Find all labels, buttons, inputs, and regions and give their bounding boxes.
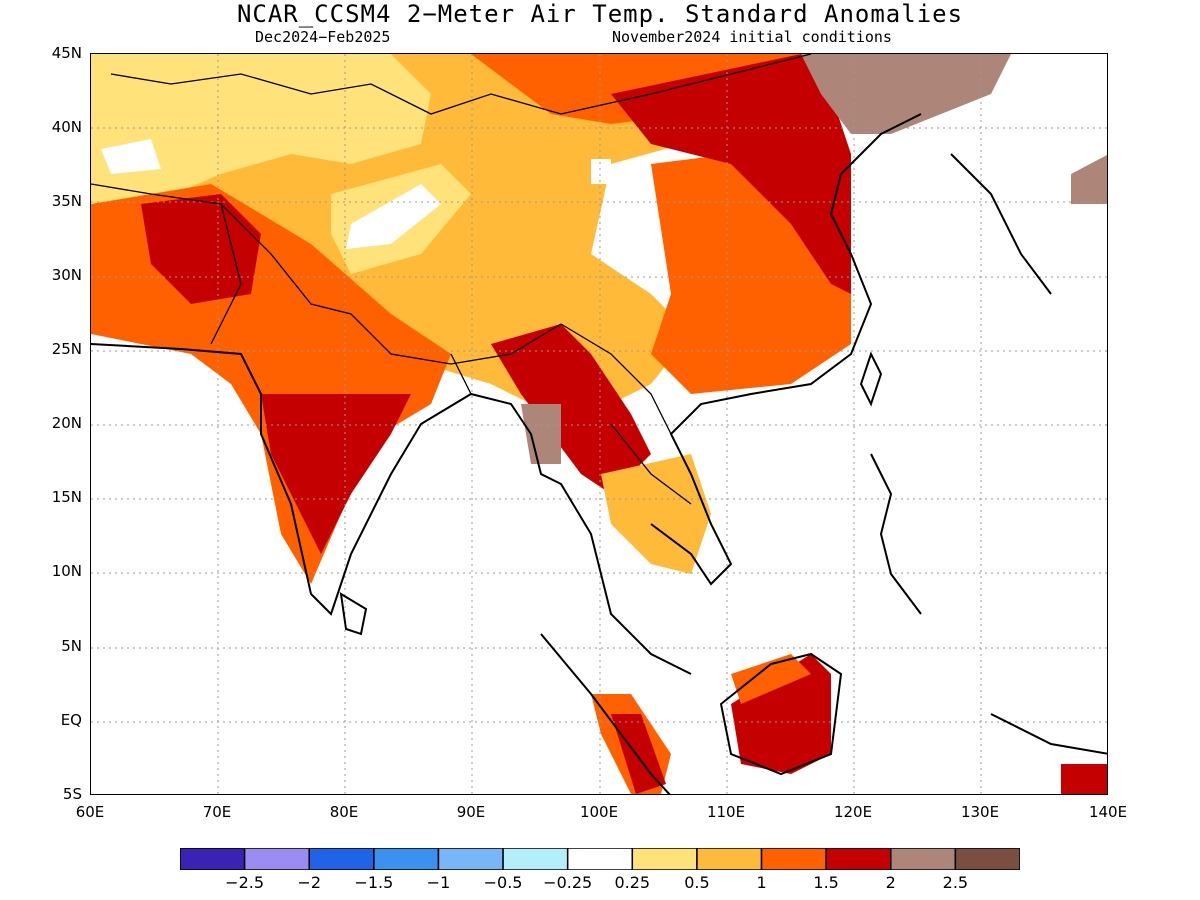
y-tick-label: 35N [51,192,82,210]
colorbar-swatch [566,848,634,870]
anomaly-region-newguinea-darkred [1061,764,1107,794]
colorbar-swatch [631,848,698,870]
neutral-patch-1 [101,139,161,174]
colorbar-swatch [437,848,504,870]
anomaly-region-myanmar-darkred [491,324,651,494]
x-tick-label: 120E [833,803,873,821]
colorbar-tick-label: −0.5 [483,873,523,892]
y-tick-label: 10N [51,562,82,580]
anomaly-region-myanmar-brown [521,404,561,464]
colorbar-swatch [760,848,827,870]
coastlines [91,113,1107,794]
y-tick-label: 5S [62,785,82,803]
anomaly-region-northeast-darkred [611,54,851,294]
anomaly-region-japan-brown [1071,155,1107,204]
x-tick-label: 80E [329,803,359,821]
y-tick-label: 40N [51,118,82,136]
colorbar-tick-label: 1.5 [813,873,839,892]
y-tick-label: EQ [60,711,82,729]
anomaly-region-borneo-darkred [731,654,831,774]
anomaly-region-borneo-orange [731,654,811,704]
colorbar-swatch [243,848,310,870]
colorbar-swatch [696,848,763,870]
y-tick-label: 45N [51,44,82,62]
neutral-patch-2 [346,184,441,249]
country-borders [91,54,812,505]
colorbar-tick-label: −1.5 [354,873,394,892]
initial-conditions: November2024 initial conditions [612,28,892,46]
y-tick-label: 30N [51,266,82,284]
y-tick-label: 25N [51,340,82,358]
colorbar-swatch [890,848,957,870]
x-tick-label: 140E [1088,803,1128,821]
anomaly-region-india-darkred [261,394,411,554]
colorbar-swatch [180,848,246,870]
y-tick-label: 5N [61,637,82,655]
x-tick-label: 130E [960,803,1000,821]
colorbar-tick-label: −0.25 [543,873,593,892]
colorbar-tick-label: 1 [756,873,767,892]
colorbar-swatch [825,848,892,870]
anomaly-region-indochina-yellow [601,454,711,574]
forecast-period: Dec2024−Feb2025 [255,28,391,46]
colorbar-tick-label: 0.25 [614,873,651,892]
colorbar-tick-label: 0.5 [684,873,710,892]
map-gridlines [91,54,1107,794]
colorbar-tick-label: −1 [426,873,451,892]
anomaly-region-northwest-light [91,54,431,204]
colorbar-tick-label: −2 [297,873,322,892]
colorbar-tick-label: 2 [885,873,896,892]
colorbar-swatch [954,848,1020,870]
colorbar [180,848,1020,870]
colorbar-swatch [373,848,440,870]
anomaly-map [90,53,1108,795]
map-title: NCAR_CCSM4 2−Meter Air Temp. Standard An… [236,0,964,28]
x-tick-label: 70E [202,803,232,821]
colorbar-tick-label: 2.5 [942,873,969,892]
colorbar-tick-label: −2.5 [225,873,265,892]
y-tick-label: 15N [51,488,82,506]
colorbar-swatch [502,848,569,870]
map-canvas [91,54,1107,794]
x-tick-label: 100E [579,803,619,821]
colorbar-swatch [308,848,375,870]
x-tick-label: 110E [706,803,746,821]
neutral-patch-3 [591,159,611,184]
x-tick-label: 60E [75,803,105,821]
y-tick-label: 20N [51,414,82,432]
x-tick-label: 90E [456,803,486,821]
